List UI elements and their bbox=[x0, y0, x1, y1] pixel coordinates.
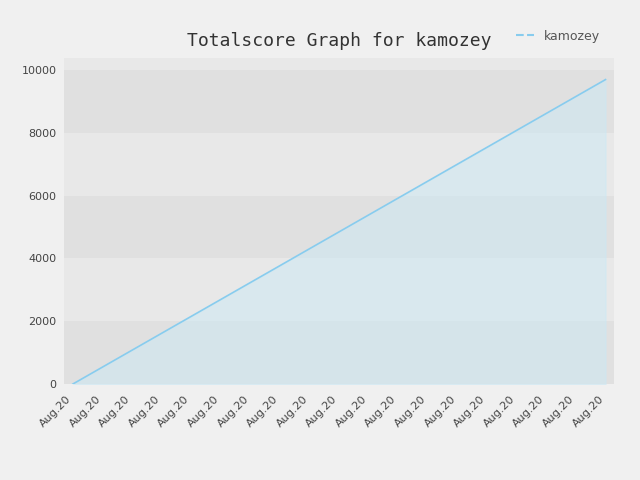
kamozey bbox=[325, 235, 333, 240]
Bar bbox=[64, 133, 614, 196]
kamozey bbox=[589, 84, 596, 90]
kamozey bbox=[322, 237, 330, 242]
Line: kamozey: kamozey bbox=[73, 80, 605, 384]
kamozey bbox=[357, 216, 365, 222]
kamozey bbox=[386, 200, 394, 206]
Bar bbox=[64, 321, 614, 384]
kamozey bbox=[602, 77, 609, 83]
Title: Totalscore Graph for kamozey: Totalscore Graph for kamozey bbox=[187, 33, 492, 50]
Bar bbox=[64, 196, 614, 258]
Bar bbox=[64, 258, 614, 321]
Bar bbox=[64, 70, 614, 133]
kamozey bbox=[69, 381, 77, 387]
Legend: kamozey: kamozey bbox=[511, 24, 605, 48]
kamozey bbox=[506, 132, 513, 137]
